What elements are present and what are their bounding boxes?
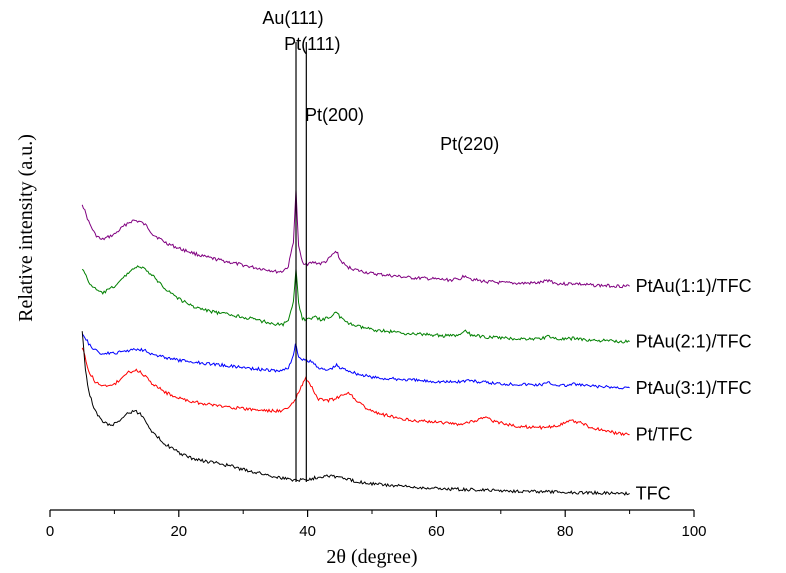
plot-area: [81, 189, 630, 496]
series-label-3: Pt/TFC: [636, 425, 693, 445]
series-labels: PtAu(1:1)/TFC PtAu(2:1)/TFC PtAu(3:1)/TFC P…: [636, 276, 752, 503]
y-axis-title: Relative intensity (a.u.): [15, 134, 37, 322]
series-line-0: [81, 189, 630, 289]
x-tick-label-80: 80: [557, 523, 574, 540]
x-tick-label-20: 20: [170, 523, 187, 540]
series-label-4: TFC: [636, 483, 671, 503]
x-tick-label-40: 40: [299, 523, 316, 540]
peak-label-1: Pt(220): [440, 134, 499, 154]
reference-line-label-0: Au(111): [262, 8, 323, 28]
x-ticks: 0 20 40 60 80 100: [46, 510, 707, 540]
x-axis-title: 2θ (degree): [326, 546, 417, 568]
x-tick-label-100: 100: [681, 523, 706, 540]
series-label-1: PtAu(2:1)/TFC: [636, 332, 752, 352]
series-line-2: [81, 333, 630, 390]
peak-label-0: Pt(200): [305, 105, 364, 125]
reference-lines: Au(111) Pt(111): [262, 8, 340, 482]
x-tick-label-0: 0: [46, 523, 54, 540]
series-label-0: PtAu(1:1)/TFC: [636, 276, 752, 296]
series-line-4: [81, 331, 630, 496]
series-line-1: [81, 265, 630, 344]
x-tick-label-60: 60: [428, 523, 445, 540]
reference-line-label-1: Pt(111): [284, 34, 340, 54]
series-label-2: PtAu(3:1)/TFC: [636, 378, 752, 398]
series-line-3: [81, 347, 630, 437]
peak-labels: Pt(200) Pt(220): [305, 105, 499, 154]
